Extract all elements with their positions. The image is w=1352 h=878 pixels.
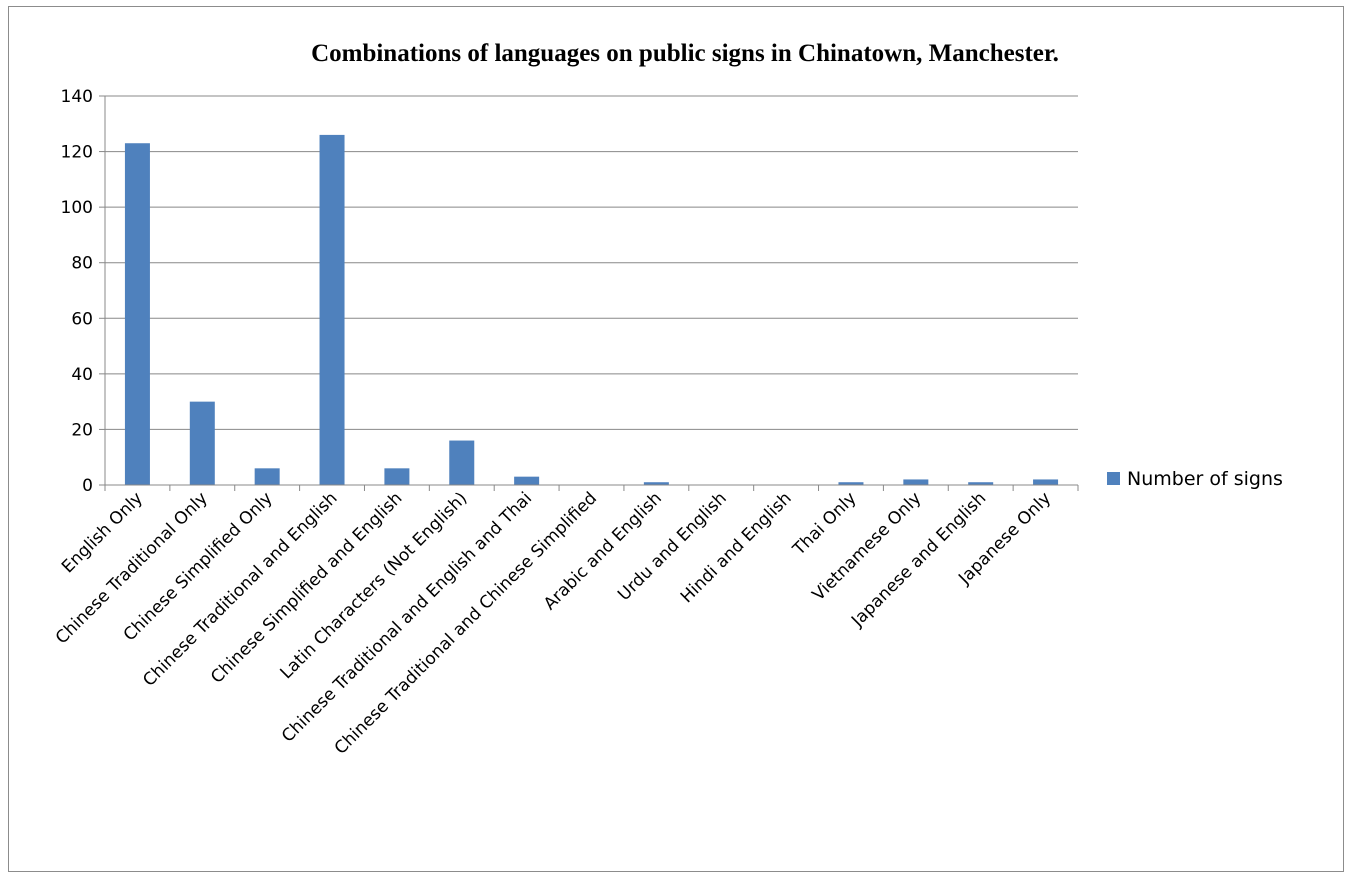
y-tick-label: 20 [71, 420, 93, 440]
bar [319, 134, 345, 485]
axes [99, 95, 1079, 491]
y-tick-label: 100 [61, 198, 93, 218]
bar-chart: Combinations of languages on public sign… [52, 40, 1283, 759]
y-tick-label: 80 [71, 254, 93, 274]
legend: Number of signs [1107, 468, 1283, 490]
bar [1033, 479, 1059, 485]
y-tick-label: 120 [61, 143, 93, 163]
chart-frame: Combinations of languages on public sign… [8, 6, 1344, 872]
x-category-label: Arabic and English [540, 488, 666, 614]
y-tick-label: 0 [82, 476, 93, 496]
y-tick-label: 140 [61, 87, 93, 107]
bars [124, 134, 1059, 485]
y-axis-tick-labels: 0 20 40 60 80 100 120 140 [61, 87, 93, 496]
bar [384, 468, 410, 485]
legend-label: Number of signs [1127, 468, 1283, 490]
bar [124, 143, 150, 485]
bar [254, 468, 280, 485]
x-category-label: Hindi and English [677, 488, 796, 607]
bar [643, 482, 669, 485]
bar [968, 482, 994, 485]
y-tick-label: 60 [71, 309, 93, 329]
bar [903, 479, 929, 485]
legend-swatch [1107, 472, 1120, 485]
x-category-label: Urdu and English [614, 488, 731, 605]
chart-title: Combinations of languages on public sign… [311, 40, 1059, 67]
bar [838, 482, 864, 485]
x-category-label: Vietnamese Only [809, 488, 926, 605]
bar [189, 401, 215, 485]
bar [449, 440, 475, 485]
gridlines [105, 95, 1078, 430]
bar [514, 476, 540, 485]
y-tick-label: 40 [71, 365, 93, 385]
